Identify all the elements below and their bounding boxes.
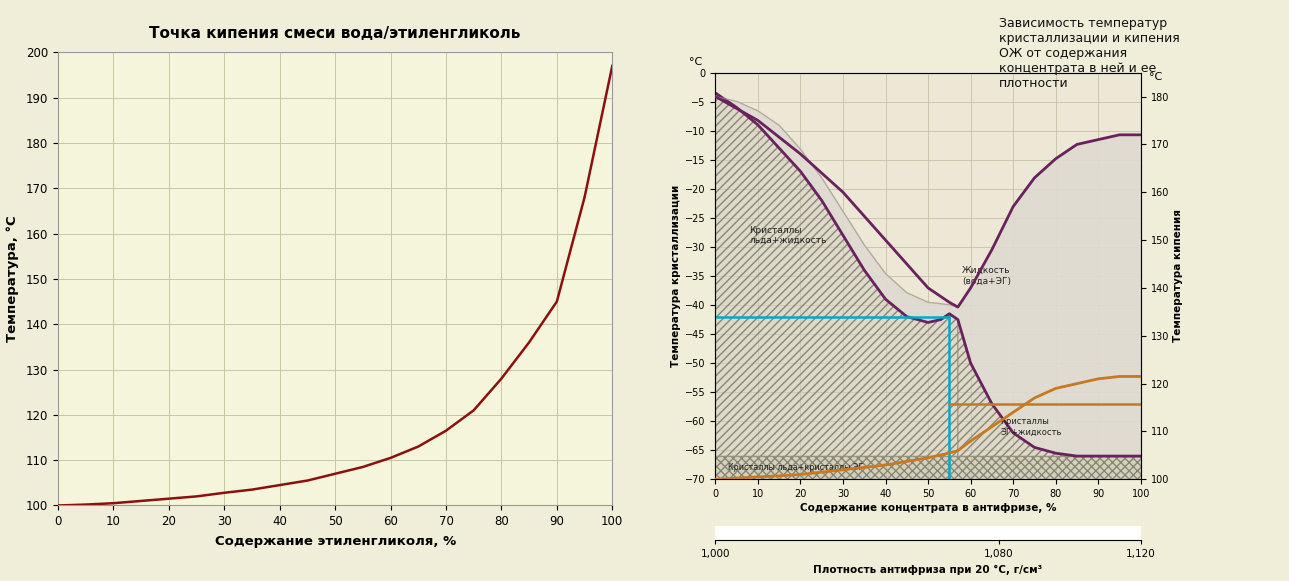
Text: Плотность антифриза при 20 °С, г/см³: Плотность антифриза при 20 °С, г/см³: [813, 565, 1043, 575]
Text: Жидкость
(вода+ЭГ): Жидкость (вода+ЭГ): [962, 266, 1011, 286]
Y-axis label: Температура, °С: Температура, °С: [6, 216, 19, 342]
Text: Кристаллы
ЭГ+жидкость: Кристаллы ЭГ+жидкость: [1000, 417, 1062, 437]
X-axis label: Содержание концентрата в антифризе, %: Содержание концентрата в антифризе, %: [800, 503, 1056, 513]
Y-axis label: Температура кристаллизации: Температура кристаллизации: [670, 185, 681, 367]
Text: °C: °C: [1150, 72, 1163, 82]
Title: Точка кипения смеси вода/этиленгликоль: Точка кипения смеси вода/этиленгликоль: [150, 26, 521, 41]
Text: Кристаллы
льда+жидкость: Кристаллы льда+жидкость: [749, 225, 826, 245]
Text: °C: °C: [690, 57, 703, 67]
Y-axis label: Температура кипения: Температура кипения: [1173, 210, 1183, 342]
Text: Кристаллы льда+кристаллы ЭГ: Кристаллы льда+кристаллы ЭГ: [728, 463, 864, 472]
Text: Зависимость температур
кристаллизации и кипения
ОЖ от содержания
концентрата в н: Зависимость температур кристаллизации и …: [999, 17, 1179, 91]
X-axis label: Содержание этиленгликоля, %: Содержание этиленгликоля, %: [214, 535, 456, 548]
